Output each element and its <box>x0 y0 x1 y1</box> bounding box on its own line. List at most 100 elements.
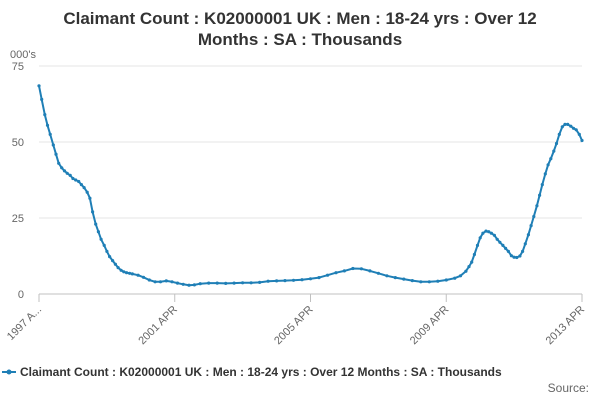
data-point <box>68 173 72 177</box>
data-point <box>71 176 75 181</box>
data-point <box>266 279 270 283</box>
data-point <box>467 265 471 269</box>
data-point <box>566 122 570 126</box>
data-point <box>164 279 168 283</box>
data-point <box>125 271 129 275</box>
data-point <box>543 172 547 176</box>
x-tick-label: 2009 APR <box>408 304 452 348</box>
data-point <box>102 243 106 247</box>
data-point <box>535 204 539 208</box>
data-point <box>187 283 191 287</box>
data-point <box>54 152 58 156</box>
data-point <box>300 278 304 282</box>
data-point <box>498 240 502 244</box>
data-point <box>515 255 519 260</box>
data-point <box>91 210 95 214</box>
data-point <box>85 190 89 194</box>
data-point <box>111 259 115 263</box>
data-point <box>116 266 120 270</box>
source-label: Source: <box>548 381 589 395</box>
data-point <box>351 266 355 271</box>
data-point <box>45 123 50 127</box>
data-point <box>385 274 389 278</box>
data-point <box>207 281 211 285</box>
data-point <box>444 278 448 282</box>
data-point <box>96 230 100 234</box>
data-point <box>410 279 414 283</box>
data-point <box>79 183 83 187</box>
data-point <box>427 280 431 284</box>
data-point <box>504 246 508 250</box>
data-point <box>532 214 536 219</box>
data-point <box>147 278 151 282</box>
data-point <box>275 279 279 283</box>
data-point <box>436 279 440 283</box>
data-point <box>569 124 573 128</box>
data-point <box>478 236 482 240</box>
y-tick-label: 50 <box>12 137 24 149</box>
data-point <box>249 281 253 285</box>
data-point <box>368 269 372 273</box>
data-point <box>557 132 561 136</box>
data-point <box>484 229 488 233</box>
series-line <box>38 85 583 287</box>
legend[interactable]: Claimant Count : K02000001 UK : Men : 18… <box>2 365 502 379</box>
chart-title-line-2: Months : SA : Thousands <box>198 30 402 49</box>
data-point <box>571 126 576 130</box>
data-point <box>181 282 185 286</box>
data-point <box>334 271 338 275</box>
data-point <box>419 280 423 284</box>
x-tick-label: 1997 A... <box>5 304 44 343</box>
data-point <box>464 269 468 273</box>
data-point <box>60 166 64 170</box>
y-tick-label: 25 <box>12 213 24 225</box>
data-point <box>192 283 196 287</box>
data-point <box>512 255 516 259</box>
data-point <box>580 138 584 143</box>
data-point <box>82 186 86 190</box>
data-point <box>472 252 476 257</box>
data-point <box>540 183 544 187</box>
data-point <box>526 233 531 237</box>
x-tick-label: 2005 APR <box>272 304 316 348</box>
data-point <box>501 243 505 247</box>
data-point <box>232 281 236 285</box>
data-point <box>99 237 103 241</box>
data-point <box>489 231 493 235</box>
data-point <box>518 254 522 258</box>
data-point <box>574 128 578 132</box>
data-point <box>158 280 163 284</box>
data-point <box>342 269 346 273</box>
data-point <box>359 267 363 271</box>
data-point <box>291 278 296 282</box>
data-point <box>74 178 78 182</box>
data-point <box>153 280 157 284</box>
data-point <box>215 281 219 285</box>
data-point <box>470 260 474 264</box>
y-tick-label: 0 <box>18 289 24 301</box>
data-point <box>136 273 140 277</box>
data-point <box>94 222 98 226</box>
data-point <box>523 242 527 246</box>
data-point <box>105 249 109 253</box>
data-point <box>108 255 112 259</box>
data-point <box>224 281 228 285</box>
data-point <box>119 268 123 272</box>
data-point <box>283 279 287 283</box>
data-point <box>141 275 146 279</box>
data-point <box>376 271 380 275</box>
data-point <box>65 171 69 175</box>
data-point <box>521 249 525 253</box>
y-tick-label: 75 <box>12 61 24 73</box>
series-layer <box>37 84 584 287</box>
data-point <box>48 132 52 136</box>
data-point <box>241 281 245 285</box>
data-point <box>546 163 550 167</box>
data-point <box>560 125 564 129</box>
data-point <box>258 280 262 284</box>
data-point <box>170 280 174 284</box>
x-axis: 1997 A... 2001 APR 2005 APR 2009 APR 2013 AP… <box>5 294 587 347</box>
data-point <box>122 270 126 274</box>
data-point <box>40 97 44 101</box>
